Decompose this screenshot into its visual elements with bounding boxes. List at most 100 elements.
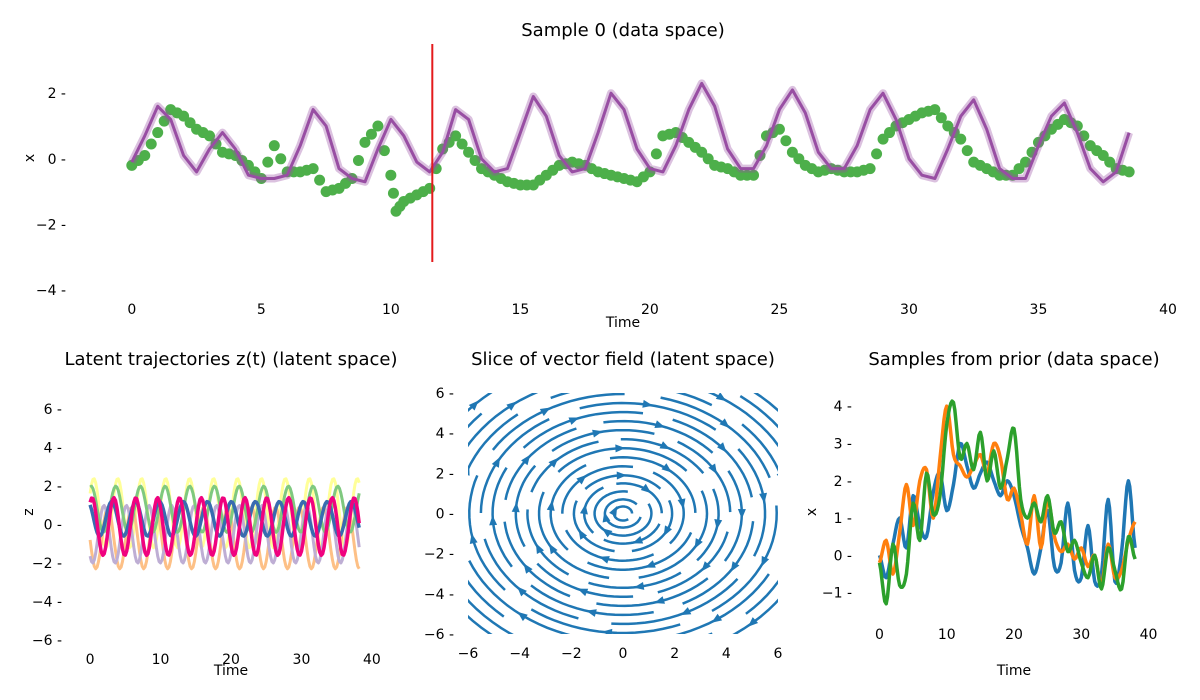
y-tick-label: −4 -	[32, 595, 62, 611]
streamline-arrow	[511, 502, 520, 513]
y-tick-label: −4 -	[36, 283, 66, 299]
observation-point	[210, 138, 222, 150]
observation-point	[268, 140, 280, 152]
streamline-arrow	[792, 545, 800, 556]
y-tick-label: 2 -	[44, 479, 62, 495]
streamline	[696, 488, 720, 562]
streamlines	[468, 381, 827, 673]
y-tick-label: −2 -	[32, 556, 62, 572]
streamline	[652, 471, 685, 545]
observation-point	[359, 136, 371, 148]
streamline-arrow	[759, 492, 767, 504]
streamline-arrow	[623, 381, 633, 389]
streamline-arrow	[577, 588, 589, 597]
y-tick-label: −6 -	[32, 633, 62, 649]
x-tick-label: −2	[561, 646, 582, 662]
vector-field-panel: Slice of vector field (latent space) −6−…	[424, 349, 827, 673]
observation-point	[864, 163, 876, 175]
observation-point	[961, 145, 973, 157]
streamline-arrow	[468, 465, 470, 476]
x-tick-label: 4	[722, 646, 731, 662]
observation-point	[871, 148, 883, 160]
x-tick-label: 0	[86, 652, 95, 668]
streamline	[468, 614, 493, 634]
observation-point	[378, 145, 390, 157]
y-tick-label: −2 -	[36, 217, 66, 233]
streamline	[753, 393, 778, 413]
streamline-arrow	[717, 442, 727, 453]
latent-panel: Latent trajectories z(t) (latent space) …	[21, 349, 397, 679]
y-tick-label: 4 -	[44, 441, 62, 457]
x-tick-label: 15	[511, 302, 529, 318]
streamline-arrow	[576, 474, 587, 485]
streamline-arrow	[708, 463, 717, 475]
observation-point	[748, 169, 760, 181]
streamline-arrow	[568, 417, 580, 425]
streamline	[739, 395, 778, 429]
streamline	[468, 393, 493, 412]
streamline-arrow	[663, 525, 672, 537]
x-tick-label: −4	[509, 646, 530, 662]
x-tick-label: 30	[900, 302, 918, 318]
observation-point	[935, 112, 947, 124]
streamline-arrow	[586, 609, 597, 617]
streamline-arrow	[655, 665, 666, 673]
x-tick-label: 20	[1005, 627, 1023, 643]
sample-panel-title: Sample 0 (data space)	[521, 20, 725, 41]
observation-point	[955, 133, 967, 145]
vector-field-panel-title: Slice of vector field (latent space)	[471, 349, 775, 370]
observation-point	[424, 182, 436, 194]
y-tick-label: 2 -	[48, 86, 66, 102]
streamline-arrow	[517, 611, 528, 622]
y-tick-label: 1 -	[834, 511, 852, 527]
streamline-arrow	[469, 533, 478, 544]
prior-panel-title: Samples from prior (data space)	[868, 349, 1159, 370]
streamline-arrow	[599, 556, 610, 564]
streamline	[479, 417, 550, 514]
prior-panel: Samples from prior (data space) Time x 0…	[804, 349, 1160, 679]
y-tick-label: 0 -	[436, 507, 454, 523]
streamline	[483, 538, 579, 620]
prior-panel-ylabel: x	[804, 508, 820, 516]
observation-point	[1078, 130, 1090, 142]
x-tick-label: 10	[382, 302, 400, 318]
observation-point	[139, 150, 151, 162]
streamline	[732, 598, 778, 634]
streamline-arrow	[549, 543, 558, 555]
streamline	[737, 448, 767, 557]
observation-point	[456, 138, 468, 150]
streamline-arrow	[792, 446, 800, 457]
streamline-arrow	[468, 400, 479, 411]
observation-point	[650, 148, 662, 160]
y-tick-label: −4 -	[424, 587, 454, 603]
observation-point	[463, 146, 475, 158]
x-tick-label: 10	[152, 652, 170, 668]
x-tick-label: 25	[771, 302, 789, 318]
y-tick-label: −2 -	[424, 547, 454, 563]
observation-point	[387, 187, 399, 199]
y-tick-label: 4 -	[834, 399, 852, 415]
streamline-arrow	[616, 471, 627, 480]
observation-point	[1123, 166, 1135, 178]
streamline	[783, 459, 827, 612]
y-tick-label: −1 -	[822, 586, 852, 602]
streamline-arrow	[580, 504, 588, 515]
streamline-arrow	[661, 463, 672, 473]
sample-panel-ylabel: x	[22, 154, 38, 162]
streamline-arrow	[694, 538, 703, 549]
observation-point	[1020, 156, 1032, 168]
prior-sample-line	[877, 399, 1137, 606]
y-tick-label: −6 -	[424, 627, 454, 643]
y-tick-label: 2 -	[436, 466, 454, 482]
streamline-arrow	[719, 418, 730, 429]
y-tick-label: 0 -	[44, 518, 62, 534]
y-tick-label: 6 -	[44, 402, 62, 418]
streamline	[588, 571, 682, 590]
latent-panel-title: Latent trajectories z(t) (latent space)	[65, 349, 398, 370]
x-tick-label: 30	[293, 652, 311, 668]
streamline-arrow	[517, 586, 527, 597]
x-tick-label: 30	[1072, 627, 1090, 643]
streamline	[468, 413, 519, 472]
streamline-arrow	[602, 528, 613, 538]
